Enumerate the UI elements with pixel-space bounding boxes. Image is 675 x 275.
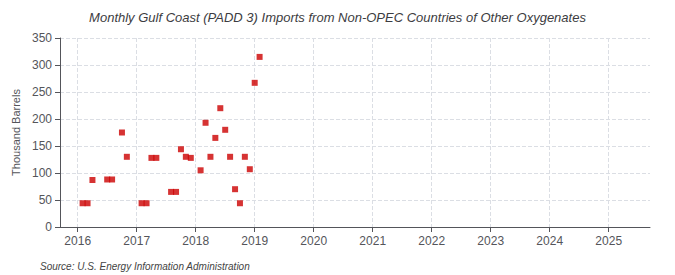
svg-text:Monthly Gulf Coast (PADD 3) Im: Monthly Gulf Coast (PADD 3) Imports from… bbox=[89, 10, 586, 25]
svg-text:2020: 2020 bbox=[300, 234, 327, 248]
svg-text:2018: 2018 bbox=[182, 234, 209, 248]
svg-text:200: 200 bbox=[32, 112, 52, 126]
svg-text:0: 0 bbox=[45, 220, 52, 234]
svg-text:2025: 2025 bbox=[595, 234, 622, 248]
svg-text:150: 150 bbox=[32, 139, 52, 153]
svg-text:Thousand Barrels: Thousand Barrels bbox=[10, 89, 22, 176]
svg-text:2019: 2019 bbox=[241, 234, 268, 248]
svg-text:2016: 2016 bbox=[64, 234, 91, 248]
svg-text:Source: U.S. Energy Informatio: Source: U.S. Energy Information Administ… bbox=[40, 261, 250, 272]
svg-text:100: 100 bbox=[32, 166, 52, 180]
svg-text:350: 350 bbox=[32, 31, 52, 45]
svg-text:50: 50 bbox=[39, 193, 53, 207]
svg-text:2021: 2021 bbox=[359, 234, 386, 248]
svg-text:2023: 2023 bbox=[477, 234, 504, 248]
svg-text:2022: 2022 bbox=[418, 234, 445, 248]
svg-text:2017: 2017 bbox=[123, 234, 150, 248]
svg-text:300: 300 bbox=[32, 58, 52, 72]
svg-text:250: 250 bbox=[32, 85, 52, 99]
svg-text:2024: 2024 bbox=[536, 234, 563, 248]
